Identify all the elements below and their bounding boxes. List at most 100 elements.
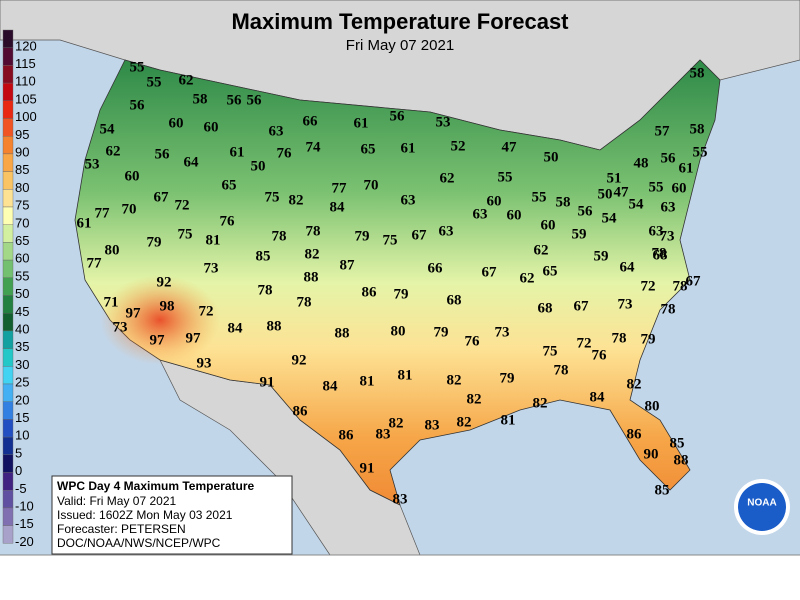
legend-swatch: [2, 29, 14, 48]
temperature: 81: [206, 232, 221, 248]
temperature: 64: [620, 259, 636, 275]
temperature: 83: [393, 491, 408, 507]
temperature: 79: [641, 331, 656, 347]
legend-label: 60: [15, 251, 29, 266]
temperature: 60: [204, 119, 219, 135]
temperature: 56: [661, 150, 677, 166]
logo-text: NOAA: [747, 498, 776, 509]
temperature: 82: [389, 415, 404, 431]
temperature: 55: [147, 74, 162, 90]
legend-label: 15: [15, 410, 29, 425]
temperature: 82: [447, 372, 462, 388]
temperature: 72: [175, 197, 190, 213]
legend-swatch: [2, 224, 14, 243]
temperature: 63: [649, 223, 664, 239]
temperature: 50: [598, 186, 613, 202]
temperature: 57: [655, 123, 671, 139]
temperature: 73: [618, 296, 633, 312]
legend-label: 100: [15, 109, 37, 124]
temperature: 58: [690, 121, 705, 137]
temperature: 50: [251, 158, 266, 174]
temperature: 78: [652, 245, 667, 261]
temperature: 84: [228, 320, 244, 336]
legend-label: 80: [15, 180, 29, 195]
temperature: 82: [467, 391, 482, 407]
temperature: 54: [629, 196, 645, 212]
temperature: 67: [482, 264, 498, 280]
legend-swatch: [2, 313, 14, 332]
legend-label: 30: [15, 357, 29, 372]
temperature: 55: [649, 179, 664, 195]
legend-label: 110: [15, 74, 36, 89]
temperature: 84: [323, 378, 339, 394]
temperature: 65: [222, 177, 237, 193]
temperature: 79: [147, 234, 162, 250]
title: Maximum Temperature Forecast: [231, 9, 569, 34]
temperature: 81: [398, 367, 413, 383]
temperature: 62: [179, 72, 194, 88]
temperature: 68: [447, 292, 462, 308]
temperature: 56: [247, 92, 263, 108]
legend-label: 40: [15, 321, 29, 336]
temperature: 62: [534, 242, 549, 258]
legend-label: 90: [15, 144, 29, 159]
temperature: 60: [125, 168, 140, 184]
info-line: Issued: 1602Z Mon May 03 2021: [57, 508, 233, 522]
legend-swatch: [2, 366, 14, 385]
legend-swatch: [2, 189, 14, 208]
legend-label: 10: [15, 428, 29, 443]
temperature: 71: [104, 294, 119, 310]
legend-label: 45: [15, 304, 29, 319]
legend-label: -10: [15, 498, 34, 513]
legend-swatch: [2, 171, 14, 190]
temperature: 75: [383, 232, 398, 248]
temperature: 70: [364, 177, 379, 193]
legend-label: 70: [15, 215, 29, 230]
temperature: 78: [297, 294, 312, 310]
legend-swatch: [2, 436, 14, 456]
legend-swatch: [2, 65, 14, 84]
heat-area: [100, 275, 220, 365]
legend-swatch: [2, 454, 14, 473]
subtitle: Fri May 07 2021: [346, 37, 454, 54]
legend-swatch: [2, 525, 14, 544]
legend-swatch: [2, 277, 14, 296]
temperature: 61: [77, 215, 92, 231]
legend-label: -5: [15, 481, 27, 496]
temperature: 62: [106, 143, 121, 159]
legend-swatch: [2, 206, 14, 225]
temperature: 52: [451, 138, 466, 154]
temperature: 67: [412, 227, 428, 243]
temperature: 98: [160, 298, 175, 314]
temperature: 88: [304, 269, 319, 285]
temperature: 56: [578, 203, 594, 219]
temperature: 73: [113, 319, 128, 335]
legend-label: 95: [15, 127, 29, 142]
legend-label: 120: [15, 38, 37, 53]
temperature: 76: [592, 347, 608, 363]
legend-label: 75: [15, 198, 29, 213]
legend-label: 55: [15, 268, 29, 283]
temperature: 68: [538, 300, 553, 316]
temperature: 72: [577, 335, 592, 351]
temperature: 63: [401, 192, 416, 208]
legend-label: 85: [15, 162, 29, 177]
temperature: 65: [361, 141, 376, 157]
temperature: 51: [607, 170, 622, 186]
legend-swatch: [2, 472, 14, 491]
temperature: 85: [655, 482, 670, 498]
temperature: 60: [169, 115, 184, 131]
temperature: 78: [554, 362, 569, 378]
temperature: 55: [498, 169, 513, 185]
temperature: 86: [627, 426, 643, 442]
temperature: 60: [487, 193, 502, 209]
temperature: 88: [674, 452, 689, 468]
temperature: 88: [335, 325, 350, 341]
legend-label: 105: [15, 91, 37, 106]
temperature: 80: [391, 323, 406, 339]
temperature: 78: [661, 301, 676, 317]
temperature: 67: [686, 273, 702, 289]
temperature: 97: [150, 332, 166, 348]
temperature: 92: [157, 274, 172, 290]
